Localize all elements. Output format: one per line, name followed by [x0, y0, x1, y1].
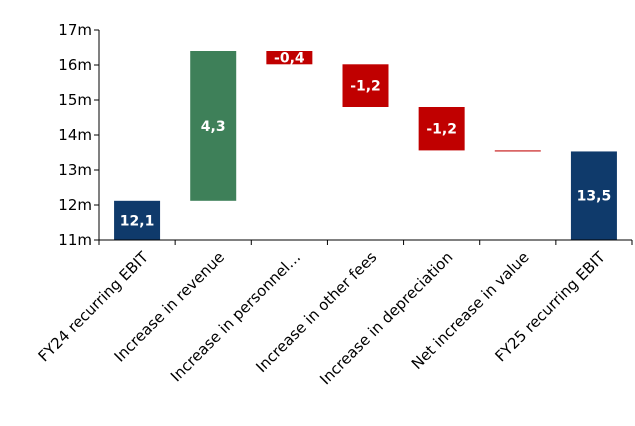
- bar-3: [266, 51, 313, 65]
- data-label-2: 4,3: [201, 119, 226, 135]
- bar-4: [342, 64, 389, 107]
- bar-2: [190, 51, 237, 201]
- y-tick-label: 12m: [58, 196, 92, 214]
- y-tick-label: 16m: [58, 56, 92, 74]
- bar-6: [494, 150, 541, 152]
- category-label: Increase in depreciation: [316, 248, 456, 388]
- y-tick-label: 14m: [58, 126, 92, 144]
- data-label-7: 13,5: [577, 189, 612, 205]
- bar-1: [114, 200, 161, 240]
- y-tick-label: 17m: [58, 21, 92, 39]
- y-tick-label: 15m: [58, 91, 92, 109]
- y-axis: 11m 12m 13m 14m 15m 16m 17m: [58, 21, 100, 249]
- data-label-4: -1,2: [350, 79, 381, 95]
- category-label: Increase in personnel…: [167, 248, 304, 385]
- data-label-1: 12,1: [120, 213, 155, 229]
- bars: 12,1 4,3 -0,4 -1,2 -1,2 13,5: [114, 51, 617, 240]
- data-label-3: -0,4: [274, 51, 305, 67]
- data-label-5: -1,2: [426, 122, 457, 138]
- y-tick-label: 13m: [58, 161, 92, 179]
- y-tick-label: 11m: [58, 231, 92, 249]
- bar-5: [418, 107, 465, 151]
- bar-7: [570, 151, 617, 240]
